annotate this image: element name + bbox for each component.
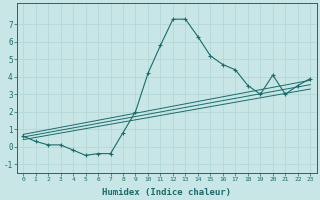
X-axis label: Humidex (Indice chaleur): Humidex (Indice chaleur) [102,188,231,197]
